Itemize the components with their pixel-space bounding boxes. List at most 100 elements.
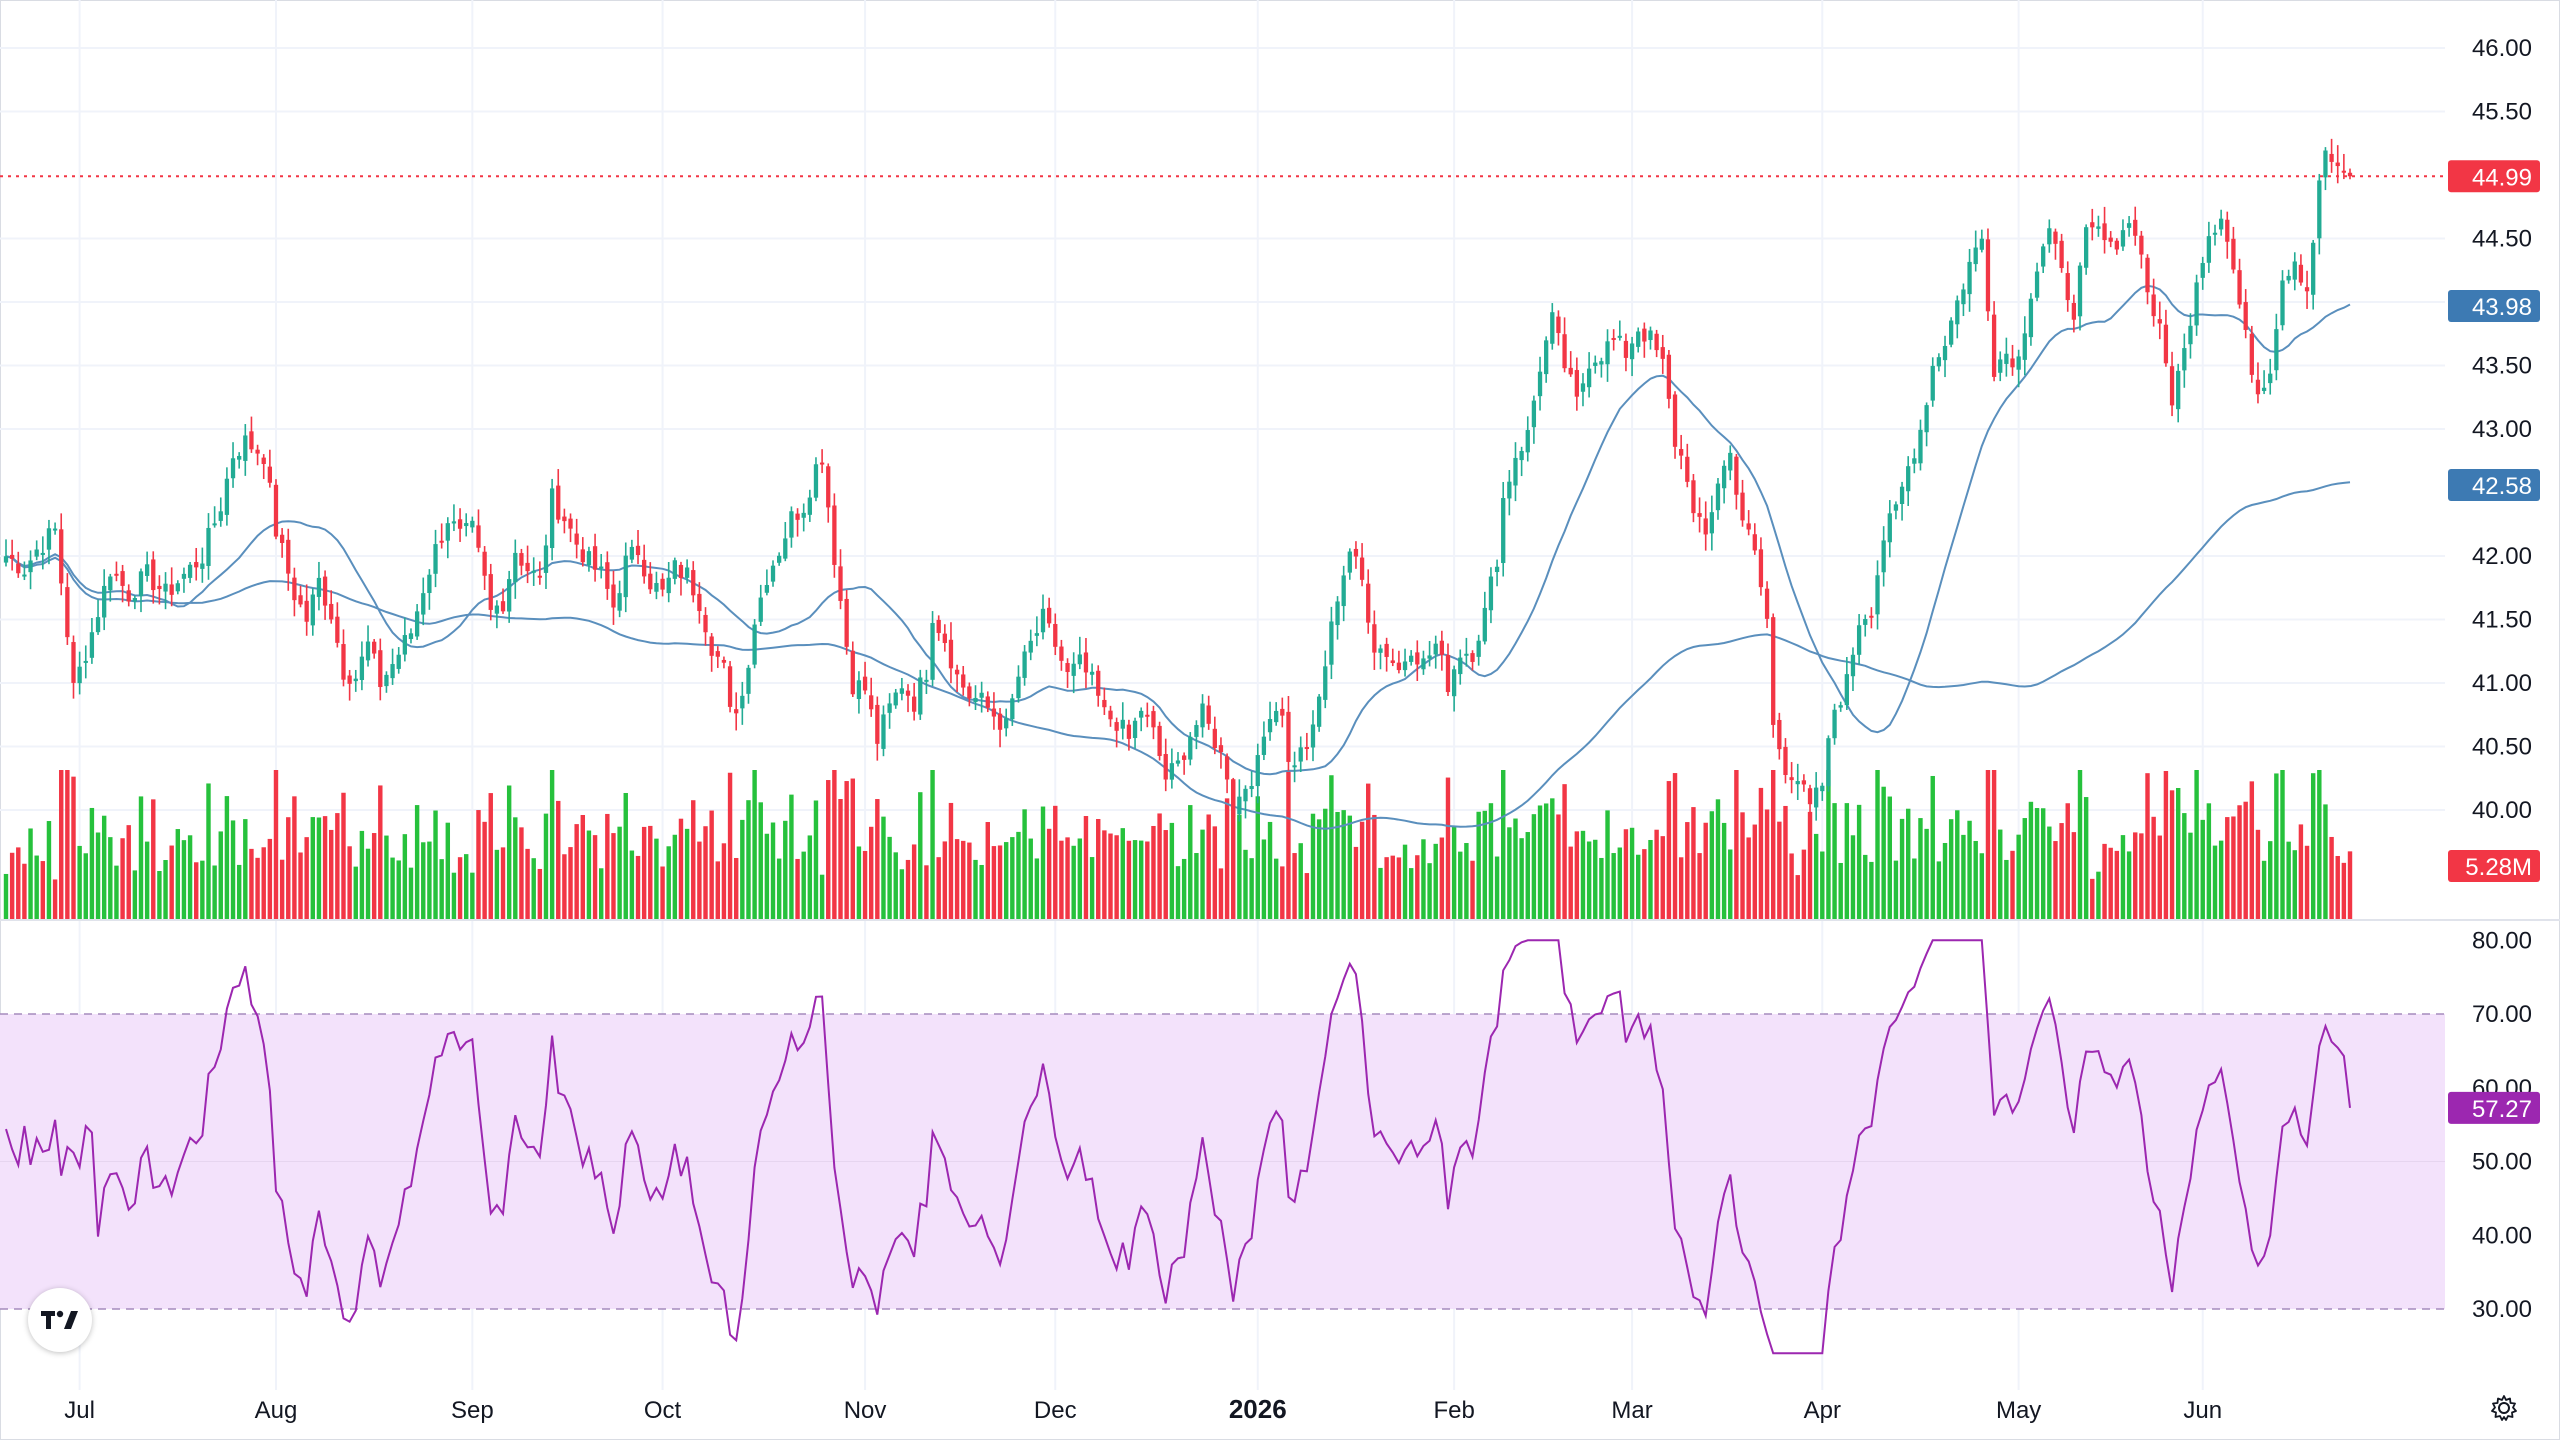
candle [746, 664, 751, 704]
volume-bar [678, 818, 684, 920]
candle [537, 561, 542, 585]
volume-bar [740, 819, 745, 920]
volume-bar [672, 834, 678, 920]
volume-bar [298, 852, 303, 920]
candle [1059, 639, 1064, 671]
volume-bar [1053, 805, 1058, 920]
candle [930, 611, 935, 687]
time-axis[interactable]: Jul Aug Sep Oct Nov Dec 2026 Feb Mar Apr May Jun [64, 1394, 2222, 1424]
candle [1887, 500, 1892, 558]
volume-bar [1224, 798, 1230, 920]
candle [813, 457, 819, 502]
volume-bar [905, 859, 911, 920]
volume-bar [1850, 835, 1856, 920]
gear-icon[interactable] [2486, 1390, 2522, 1426]
time-tick-label: Jul [64, 1397, 95, 1424]
candle [310, 588, 315, 636]
volume-bar [40, 861, 46, 920]
price-axis[interactable]: 46.0045.5044.5044.0043.5043.0042.0041.50… [2472, 35, 2532, 824]
volume-bar [1721, 822, 1727, 920]
volume-bar [1599, 857, 1604, 920]
candle [83, 645, 88, 679]
volume-bar [1672, 773, 1678, 920]
volume-bar [476, 810, 481, 920]
volume-bar [549, 770, 555, 920]
candlesticks[interactable] [3, 138, 2353, 822]
candle [2145, 254, 2150, 305]
volume-bar [1715, 799, 1721, 920]
candle [1053, 613, 1058, 656]
candle [1648, 326, 1653, 350]
volume-bar [279, 859, 285, 920]
candle [1390, 648, 1395, 667]
volume-bars [3, 770, 2353, 920]
volume-bar [433, 810, 438, 920]
volume-bar [2274, 773, 2279, 920]
volume-bar [893, 852, 898, 920]
volume-bar [1783, 805, 1788, 920]
candle [500, 588, 506, 614]
volume-bar [1660, 836, 1665, 920]
volume-bar [654, 838, 659, 920]
candle [991, 692, 997, 730]
volume-bar [1550, 798, 1555, 920]
candle [1280, 697, 1285, 728]
candle [1298, 736, 1303, 772]
candle [1985, 228, 1991, 321]
candle [451, 504, 457, 532]
candle [911, 682, 917, 721]
candle [1863, 614, 1868, 637]
volume-bar [832, 770, 837, 920]
candle [905, 684, 911, 713]
candle [470, 516, 475, 533]
candle [261, 454, 266, 480]
candle [488, 563, 493, 621]
candle [65, 573, 70, 645]
volume-bar [1617, 847, 1623, 920]
candle [2077, 262, 2083, 331]
candle [1188, 732, 1193, 766]
candle [2120, 219, 2126, 251]
candle [2096, 215, 2101, 237]
candle [353, 669, 358, 692]
volume-bar [1777, 821, 1782, 920]
candle [1967, 248, 1972, 312]
candle [1973, 230, 1978, 272]
volume-bar [1046, 828, 1052, 920]
volume-bar [2010, 850, 2015, 920]
volume-bar [1194, 853, 1199, 920]
candle [132, 595, 138, 610]
candle [218, 497, 223, 527]
volume-bar [500, 847, 506, 920]
candle [2231, 226, 2236, 274]
volume-bar [1494, 856, 1500, 920]
volume-bar [2139, 833, 2144, 920]
volume-bar [1869, 861, 1874, 920]
candle [2286, 269, 2291, 284]
candle [59, 513, 64, 596]
candle [414, 604, 420, 640]
volume-bar [1948, 819, 1954, 920]
candle [71, 635, 76, 699]
volume-bar [875, 799, 880, 920]
volume-bar [850, 778, 855, 920]
candle [1507, 469, 1512, 516]
candle [2176, 363, 2181, 423]
ma-short-line [5, 284, 2351, 776]
volume-bar [776, 858, 782, 920]
volume-bar [519, 827, 524, 920]
candle [1832, 703, 1837, 745]
volume-bar [1905, 808, 1911, 920]
tradingview-logo-icon[interactable] [28, 1288, 92, 1352]
candle [1715, 478, 1721, 520]
volume-bar [329, 829, 334, 920]
moving-averages [5, 284, 2351, 830]
volume-bar [2231, 816, 2236, 920]
volume-bar [1304, 873, 1310, 920]
volume-bar [1188, 805, 1193, 920]
volume-bar [1985, 770, 1991, 920]
volume-bar [1654, 829, 1659, 920]
volume-bar [1243, 849, 1248, 920]
